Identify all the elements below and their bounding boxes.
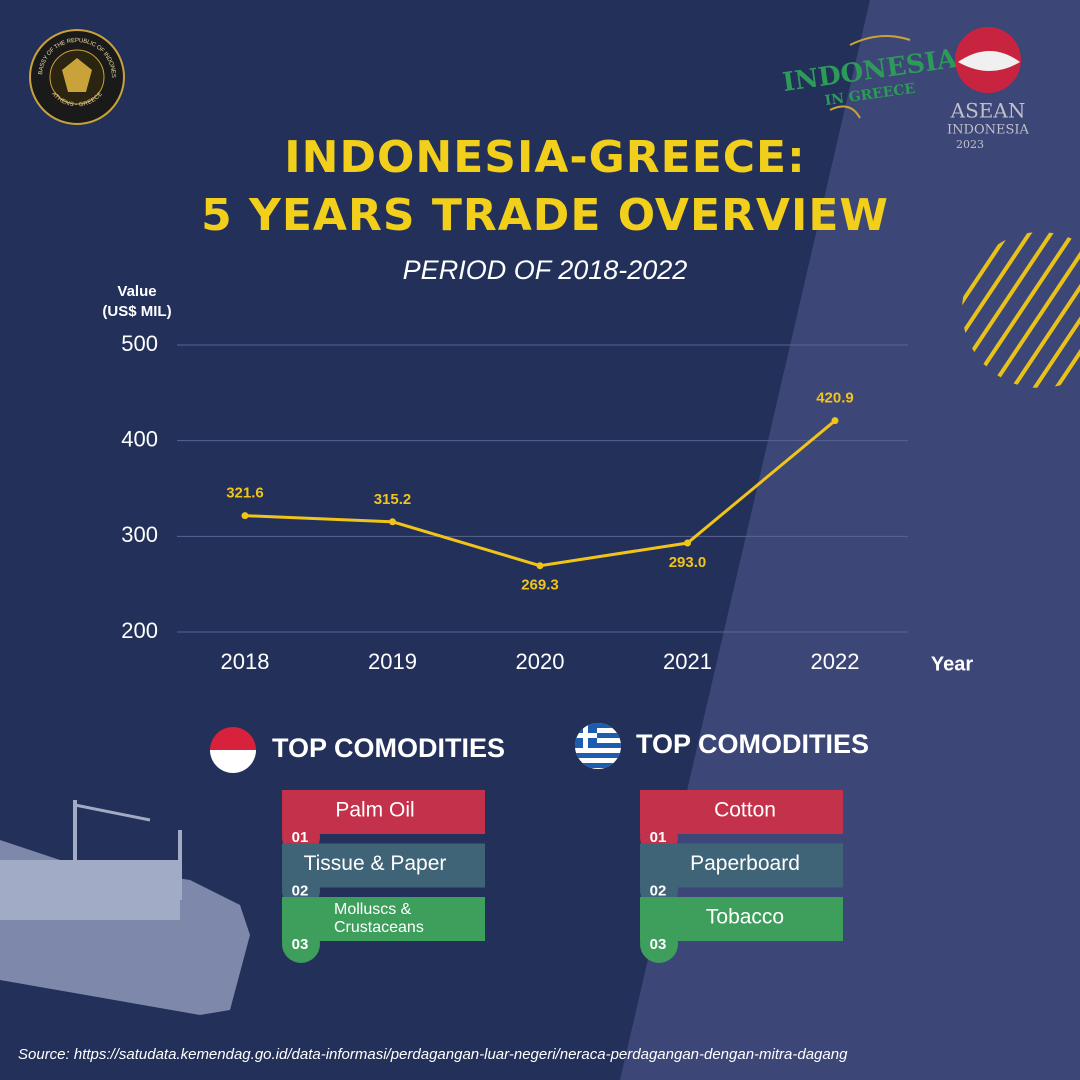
commodity-name: Crustaceans: [334, 919, 424, 936]
ship-illustration: [0, 800, 250, 1015]
data-point: [389, 518, 396, 526]
chart-title: INDONESIA-GREECE:: [284, 132, 805, 183]
y-axis-label: Value: [117, 283, 156, 300]
data-point: [831, 417, 839, 425]
data-point: [241, 512, 249, 520]
rank-badge: [282, 925, 320, 963]
x-tick-label: 2018: [221, 649, 270, 674]
data-point: [536, 562, 544, 570]
data-label: 315.2: [374, 491, 412, 508]
asean-logo: ASEAN INDONESIA 2023: [947, 27, 1030, 151]
asean-year: 2023: [956, 138, 984, 151]
y-tick-label: 300: [121, 522, 158, 547]
commodity-rank: 03: [292, 936, 309, 953]
data-point: [684, 539, 691, 547]
line-chart: 200 300 400 500 2018 2019 2020 2021 2022 321.6 315…: [121, 331, 908, 674]
commodity-rank: 03: [650, 936, 667, 953]
x-tick-label: 2019: [368, 649, 417, 674]
commodity-name: Tobacco: [706, 906, 784, 929]
data-label: 269.3: [521, 577, 559, 594]
x-tick-label: 2020: [516, 649, 565, 674]
asean-text: ASEAN: [950, 99, 1026, 123]
commodity-rank: 02: [292, 882, 309, 899]
commodity-name: Palm Oil: [335, 799, 414, 822]
commodity-rank: 01: [650, 829, 667, 846]
indonesia-flag: [210, 727, 256, 773]
chart-subtitle: PERIOD OF 2018-2022: [403, 255, 688, 285]
commodity-name: Cotton: [714, 799, 776, 822]
rank-badge: [640, 925, 678, 963]
x-tick-label: 2021: [663, 649, 712, 674]
y-tick-label: 400: [121, 426, 158, 451]
chart-title: 5 YEARS TRADE OVERVIEW: [201, 190, 889, 241]
x-tick-label: 2022: [811, 649, 860, 674]
asean-sub: INDONESIA: [947, 123, 1029, 138]
data-label: 420.9: [816, 390, 854, 407]
data-label: 321.6: [226, 485, 264, 502]
commodities-title: TOP COMODITIES: [272, 733, 505, 763]
commodity-rank: 01: [292, 829, 309, 846]
commodities: 01 Palm Oil 02 Tissue & Paper 03 Molluscs &Cr…: [282, 790, 843, 963]
y-axis-label: (US$ MIL): [102, 303, 171, 320]
x-axis-label: Year: [931, 653, 973, 675]
commodity-rank: 02: [650, 882, 667, 899]
commodity-name: Tissue & Paper: [304, 852, 447, 875]
data-label: 293.0: [669, 554, 707, 571]
y-tick-label: 500: [121, 331, 158, 356]
commodity-name: Molluscs &: [334, 901, 412, 918]
y-tick-label: 200: [121, 618, 158, 643]
commodity-name: Paperboard: [690, 852, 800, 875]
commodities-title: TOP COMODITIES: [636, 729, 869, 759]
source: Source: https://satudata.kemendag.go.id/…: [18, 1046, 848, 1063]
greece-flag: [575, 723, 621, 769]
